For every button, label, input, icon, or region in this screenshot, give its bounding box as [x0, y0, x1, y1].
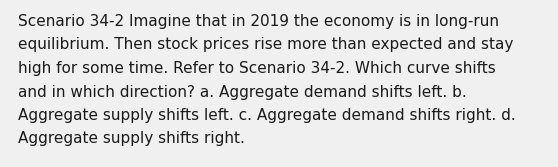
Text: and in which direction? a. Aggregate demand shifts left. b.: and in which direction? a. Aggregate dem… [18, 85, 466, 100]
Text: equilibrium. Then stock prices rise more than expected and stay: equilibrium. Then stock prices rise more… [18, 38, 513, 52]
Text: Aggregate supply shifts right.: Aggregate supply shifts right. [18, 131, 245, 146]
Text: high for some time. Refer to Scenario 34-2. Which curve shifts: high for some time. Refer to Scenario 34… [18, 61, 496, 76]
Text: Aggregate supply shifts left. c. Aggregate demand shifts right. d.: Aggregate supply shifts left. c. Aggrega… [18, 108, 516, 123]
Text: Scenario 34-2 Imagine that in 2019 the economy is in long-run: Scenario 34-2 Imagine that in 2019 the e… [18, 14, 499, 29]
